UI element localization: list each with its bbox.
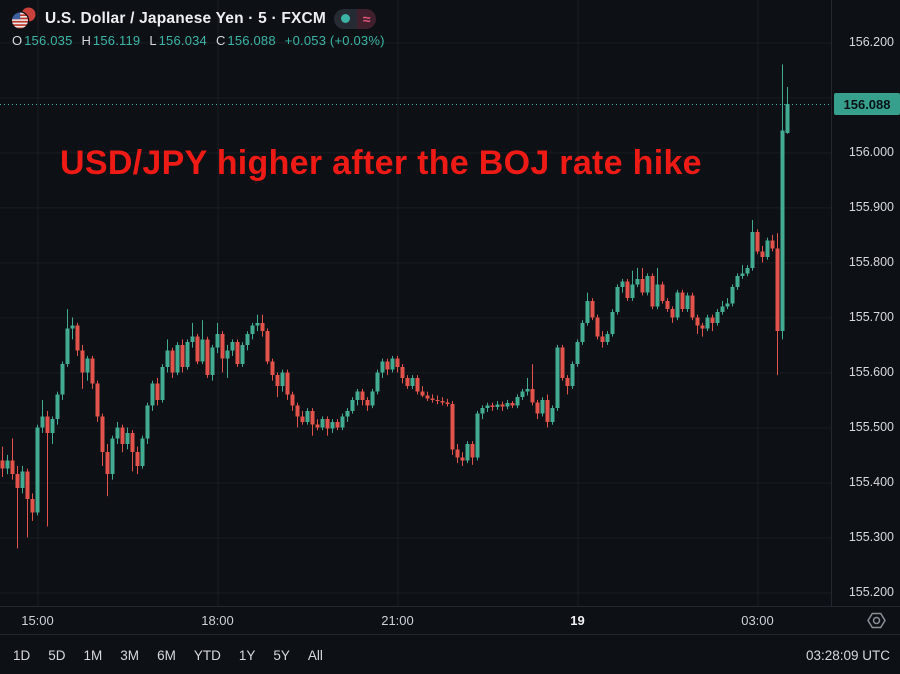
open-label: O	[12, 33, 23, 48]
symbol-title[interactable]: U.S. Dollar / Japanese Yen · 5 · FXCM	[45, 9, 327, 27]
chart-pane[interactable]: USD/JPY higher after the BOJ rate hike	[0, 0, 831, 606]
high-value: 156.119	[92, 33, 141, 48]
symbol-header: U.S. Dollar / Japanese Yen · 5 · FXCM ≈	[10, 7, 377, 30]
time-axis[interactable]: 15:00 18:00 21:00 19 03:00	[0, 606, 900, 635]
price-tick-label: 155.500	[848, 420, 894, 435]
range-button-1m[interactable]: 1M	[83, 647, 103, 663]
time-tick-label: 19	[570, 613, 585, 628]
range-button-5d[interactable]: 5D	[48, 647, 66, 663]
high-label: H	[81, 33, 91, 48]
range-button-3m[interactable]: 3M	[120, 647, 140, 663]
bottom-toolbar: 1D 5D 1M 3M 6M YTD 1Y 5Y All 03:28:09 UTC	[0, 634, 900, 674]
price-axis[interactable]: 156.088 156.200 156.000 155.900 155.800 155.…	[831, 0, 900, 606]
time-tick-label: 21:00	[381, 613, 414, 628]
price-tick-label: 156.200	[848, 35, 894, 50]
price-tick-label: 155.600	[848, 365, 894, 380]
price-tick-label: 155.400	[848, 475, 894, 490]
range-button-1y[interactable]: 1Y	[238, 647, 256, 663]
market-open-dot-icon	[341, 14, 351, 23]
delayed-data-icon: ≈	[357, 8, 377, 29]
price-tick-label: 155.200	[848, 585, 894, 600]
change-value: +0.053 (+0.03%)	[284, 33, 385, 48]
candlestick-chart[interactable]	[0, 0, 831, 606]
hexagon-target-icon[interactable]	[866, 611, 887, 635]
time-tick-label: 03:00	[741, 613, 774, 628]
usdjpy-pair-flags-icon	[10, 7, 37, 30]
annotation-text: USD/JPY higher after the BOJ rate hike	[60, 144, 702, 182]
open-value: 156.035	[24, 33, 73, 48]
range-button-all[interactable]: All	[307, 647, 323, 663]
low-value: 156.034	[158, 33, 207, 48]
price-tick-label: 155.300	[848, 530, 894, 545]
market-status-indicator[interactable]: ≈	[334, 8, 377, 29]
range-button-5y[interactable]: 5Y	[273, 647, 290, 663]
low-label: L	[149, 33, 157, 48]
close-value: 156.088	[227, 33, 276, 48]
range-button-ytd[interactable]: YTD	[193, 647, 221, 663]
time-tick-label: 15:00	[21, 613, 54, 628]
time-tick-label: 18:00	[201, 613, 234, 628]
range-button-6m[interactable]: 6M	[157, 647, 176, 663]
close-label: C	[216, 33, 226, 48]
clock-utc[interactable]: 03:28:09 UTC	[805, 647, 890, 663]
range-button-1d[interactable]: 1D	[13, 647, 31, 663]
ohlc-readout: O 156.035 H 156.119 L 156.034 C 156.088 +0.0…	[12, 33, 385, 48]
price-tick-label: 155.800	[848, 255, 894, 270]
last-price-badge: 156.088	[834, 93, 900, 115]
date-range-switcher: 1D 5D 1M 3M 6M YTD 1Y 5Y All	[6, 645, 330, 666]
price-tick-label: 155.900	[848, 200, 894, 215]
price-tick-label: 155.700	[848, 310, 894, 325]
price-tick-label: 156.000	[848, 145, 894, 160]
